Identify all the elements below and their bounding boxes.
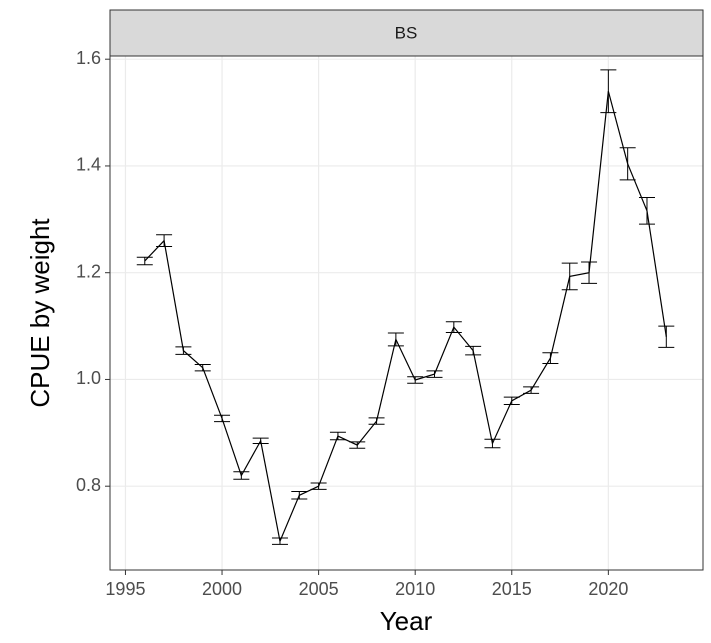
x-tick-label: 2010	[395, 579, 435, 599]
error-bar	[387, 332, 404, 347]
x-tick-label: 2000	[202, 579, 242, 599]
error-bar	[271, 537, 288, 545]
error-bar	[600, 69, 617, 114]
facet-strip	[109, 9, 704, 57]
x-tick-label: 1995	[105, 579, 145, 599]
error-bar	[136, 256, 153, 266]
y-axis-title: CPUE by weight	[25, 218, 55, 408]
y-tick-label: 1.4	[76, 155, 101, 175]
y-tick-label: 1.0	[76, 368, 101, 388]
error-bar	[156, 234, 173, 248]
y-tick-label: 1.6	[76, 48, 101, 68]
error-bar	[542, 352, 559, 364]
error-bar	[426, 370, 443, 378]
error-bar	[561, 262, 578, 291]
error-bar	[619, 147, 636, 181]
error-bar	[291, 491, 308, 500]
error-bar	[445, 321, 462, 333]
line	[144, 91, 667, 544]
x-tick-label: 2020	[588, 579, 628, 599]
grid	[110, 56, 703, 570]
error-bar	[214, 414, 231, 423]
x-tick-label: 2005	[299, 579, 339, 599]
error-bar	[349, 441, 366, 449]
error-bar	[175, 346, 192, 355]
facet-label: BS	[395, 23, 418, 42]
x-tick-label: 2015	[492, 579, 532, 599]
error-bar	[310, 482, 327, 490]
error-bar	[368, 417, 385, 425]
panel-border	[109, 55, 704, 571]
error-bar	[194, 364, 211, 372]
error-bar	[581, 261, 598, 284]
error-bar	[484, 438, 501, 449]
error-bar	[329, 431, 346, 441]
y-tick-label: 1.2	[76, 261, 101, 281]
y-tick-label: 0.8	[76, 475, 101, 495]
error-bar	[233, 471, 250, 480]
x-axis-title: Year	[380, 606, 433, 636]
error-bar	[407, 376, 424, 384]
error-bar	[252, 437, 269, 445]
error-bar	[503, 396, 520, 406]
error-bar	[523, 386, 540, 394]
error-bar	[658, 325, 675, 348]
error-bar	[465, 345, 482, 356]
error-bar	[638, 196, 655, 225]
